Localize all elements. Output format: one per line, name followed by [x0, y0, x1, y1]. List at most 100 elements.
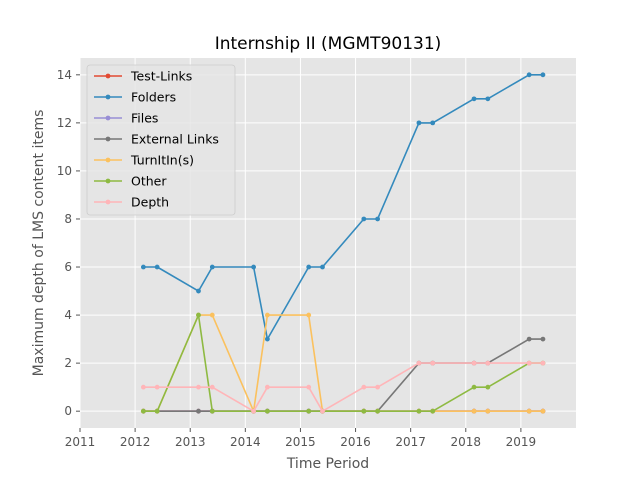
data-point	[264, 312, 270, 318]
y-tick-label: 0	[64, 404, 72, 418]
data-point	[209, 384, 215, 390]
data-point	[264, 408, 270, 414]
y-tick-label: 14	[57, 68, 72, 82]
data-point	[540, 336, 546, 342]
legend-label: Files	[131, 111, 158, 126]
legend-label: Depth	[131, 195, 169, 210]
data-point	[540, 72, 546, 78]
legend-label: External Links	[131, 132, 219, 147]
x-tick-label: 2019	[506, 435, 537, 449]
data-point	[264, 336, 270, 342]
x-tick-label: 2012	[120, 435, 151, 449]
data-point	[196, 312, 201, 318]
x-axis-ticks: 2011 2012 2013 2014 2015 2016 2017 2018 2019	[65, 428, 536, 449]
data-point	[471, 408, 477, 414]
x-tick-label: 2018	[451, 435, 482, 449]
series-line	[143, 362, 543, 413]
y-tick-label: 4	[64, 308, 72, 322]
y-tick-label: 12	[57, 116, 72, 130]
data-point	[196, 408, 201, 414]
data-point	[430, 360, 436, 366]
data-point	[471, 384, 477, 390]
x-tick-label: 2013	[175, 435, 206, 449]
data-point	[526, 360, 532, 366]
data-point	[264, 384, 270, 390]
data-point	[251, 408, 256, 414]
x-tick-label: 2015	[285, 435, 316, 449]
y-tick-label: 2	[64, 356, 72, 370]
series-folders	[140, 72, 546, 342]
data-point	[306, 312, 312, 318]
legend-marker	[105, 178, 111, 184]
data-point	[140, 264, 146, 270]
data-point	[306, 264, 312, 270]
data-point	[154, 408, 160, 414]
data-point	[209, 264, 215, 270]
data-point	[320, 264, 325, 270]
series-line	[143, 314, 543, 413]
x-axis-label: Time Period	[286, 456, 369, 472]
data-point	[416, 360, 422, 366]
data-point	[209, 408, 215, 414]
data-point	[154, 264, 160, 270]
data-point	[320, 408, 325, 414]
y-tick-label: 8	[64, 212, 72, 226]
data-point	[485, 384, 491, 390]
data-point	[485, 96, 491, 102]
data-point	[416, 120, 422, 126]
legend-marker	[105, 157, 111, 163]
data-point	[485, 360, 491, 366]
y-tick-label: 6	[64, 260, 72, 274]
y-axis-label: Maximum depth of LMS content items	[31, 110, 47, 377]
series-other	[140, 312, 546, 414]
data-point	[251, 264, 256, 270]
legend-label: Folders	[131, 90, 176, 105]
data-point	[196, 384, 201, 390]
legend-marker	[105, 136, 111, 142]
data-point	[540, 360, 546, 366]
legend-marker	[105, 115, 111, 121]
data-point	[140, 408, 146, 414]
data-point	[375, 384, 380, 390]
data-point	[416, 408, 422, 414]
x-tick-label: 2016	[340, 435, 371, 449]
data-point	[361, 408, 367, 414]
data-point	[430, 120, 436, 126]
legend-label: Test-Links	[130, 69, 192, 84]
y-tick-label: 10	[57, 164, 72, 178]
data-point	[375, 408, 380, 414]
data-point	[526, 72, 532, 78]
data-point	[540, 408, 546, 414]
data-point	[140, 384, 146, 390]
series-lines	[140, 72, 546, 414]
legend-marker	[105, 73, 111, 79]
data-point	[526, 408, 532, 414]
legend-label: Other	[131, 174, 167, 189]
x-tick-label: 2014	[230, 435, 261, 449]
legend-marker	[105, 94, 111, 100]
data-point	[209, 312, 215, 318]
data-point	[361, 216, 367, 222]
chart-title: Internship II (MGMT90131)	[215, 34, 442, 54]
series-depth	[140, 360, 546, 414]
data-point	[375, 216, 380, 222]
data-point	[526, 336, 532, 342]
data-point	[196, 288, 201, 294]
legend: Test-Links Folders Files External Links Turn…	[86, 64, 236, 216]
legend-marker	[105, 199, 111, 205]
x-tick-label: 2011	[65, 435, 96, 449]
data-point	[306, 384, 312, 390]
data-point	[471, 96, 477, 102]
data-point	[485, 408, 491, 414]
y-axis-ticks: 0 2 4 6 8 10 12 14	[57, 68, 80, 418]
legend-label: TurnItIn(s)	[130, 153, 194, 168]
series-line	[143, 74, 543, 340]
data-point	[154, 384, 160, 390]
data-point	[430, 408, 436, 414]
legend-box	[86, 64, 236, 216]
x-tick-label: 2017	[395, 435, 426, 449]
data-point	[306, 408, 312, 414]
data-point	[471, 360, 477, 366]
data-point	[361, 384, 367, 390]
